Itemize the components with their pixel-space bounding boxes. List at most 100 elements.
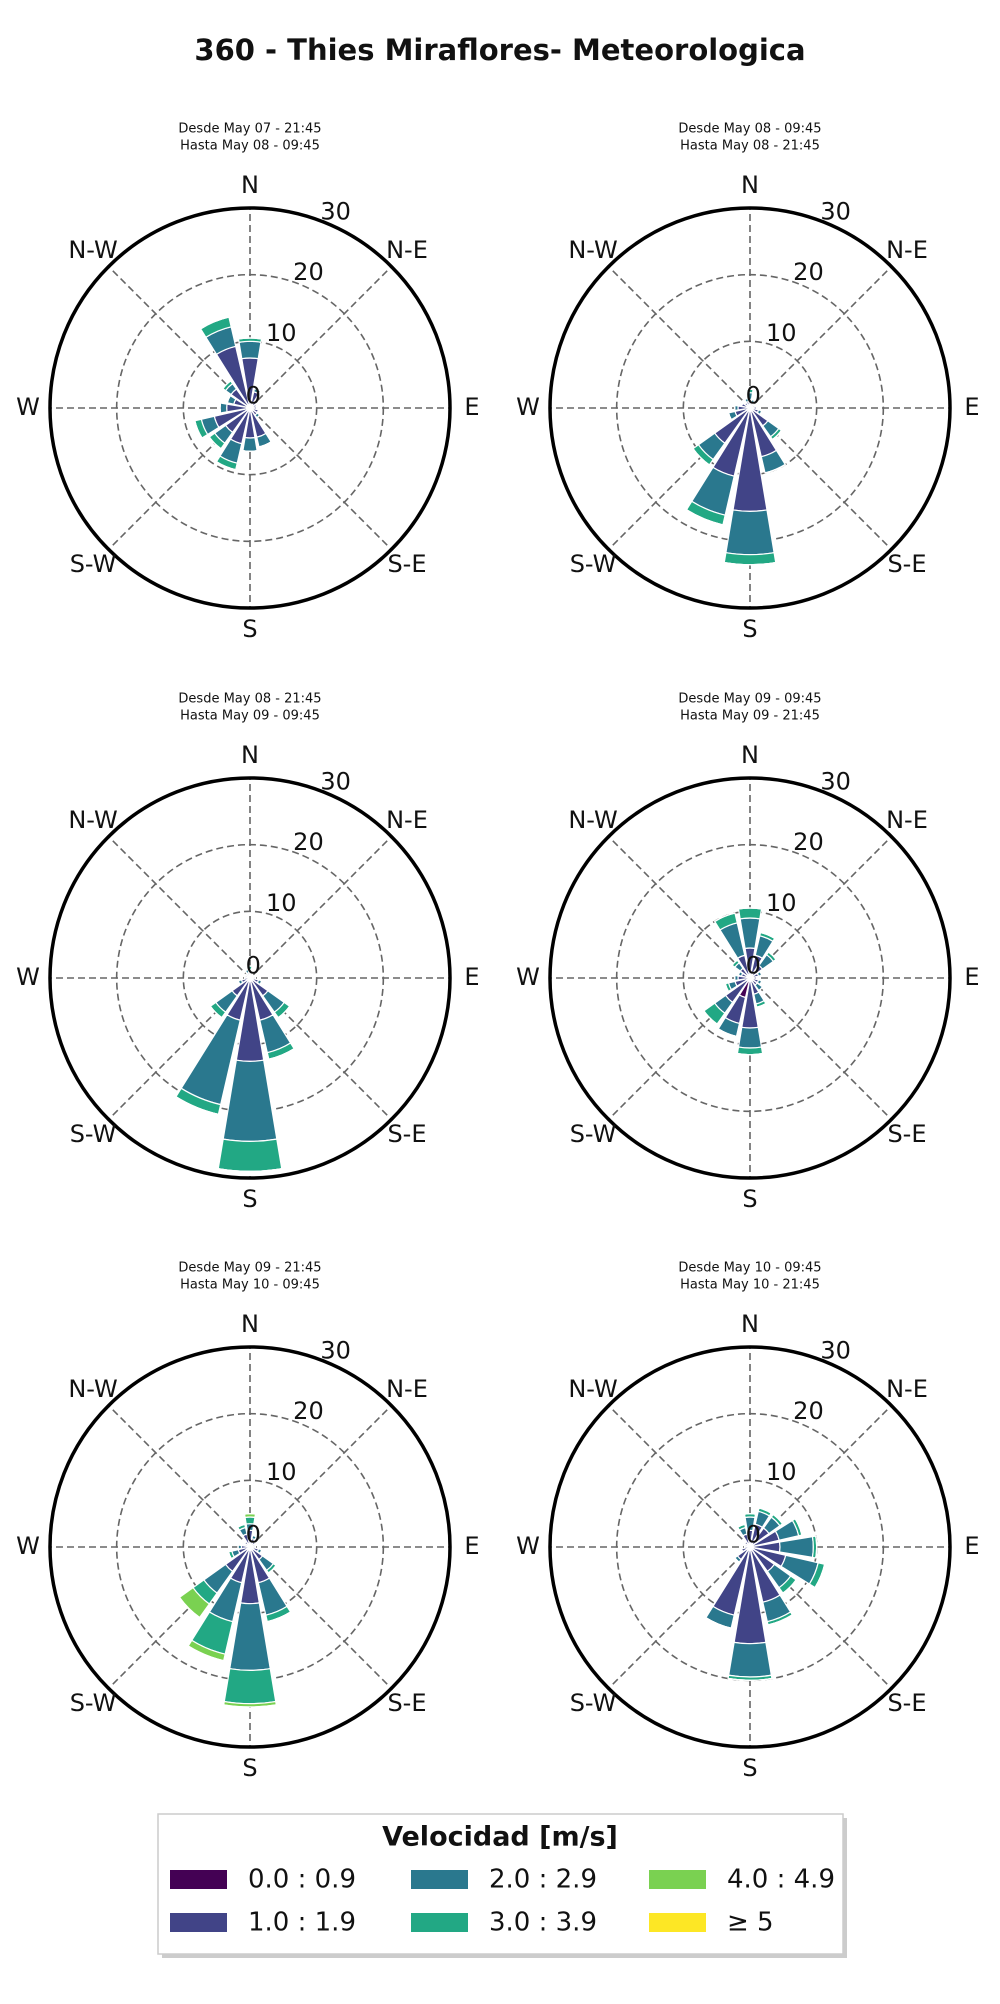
bar-segment [243,438,257,452]
bar-segment [239,341,261,358]
direction-label: E [964,963,979,991]
subtitle: Desde May 08 - 09:45 [678,122,821,137]
direction-label: N-E [886,1375,928,1403]
radial-tick-label: 30 [820,767,851,795]
bar-segment [724,553,775,565]
direction-label: S [742,615,757,643]
radial-tick-label: 10 [766,889,797,917]
subtitle: Desde May 08 - 21:45 [178,692,321,707]
legend-swatch [649,1870,706,1889]
legend-label: 3.0 : 3.9 [489,1908,597,1938]
direction-label: N [741,1310,759,1338]
direction-label: N-W [568,806,617,834]
direction-label: S-W [570,1689,617,1717]
bar-segment [224,1669,275,1704]
direction-grid-line [250,408,391,549]
bar-segment [737,1047,762,1055]
subtitle: Desde May 10 - 09:45 [678,1261,821,1276]
direction-label: S [242,1754,257,1782]
bar-segment [220,403,227,413]
direction-label: S-W [70,1120,117,1148]
radial-tick-label: 30 [820,197,851,225]
direction-label: N [241,171,259,199]
legend-swatch [411,1913,468,1932]
radial-tick-label: 30 [320,197,351,225]
bar-segment [243,451,257,452]
direction-label: N-E [386,806,428,834]
direction-label: S-E [887,1120,926,1148]
direction-label: N-W [568,1375,617,1403]
radial-tick-label: 0 [246,382,261,410]
radial-tick-label: 30 [820,1336,851,1364]
subtitle: Hasta May 09 - 21:45 [680,709,820,724]
legend-swatch [649,1913,706,1932]
legend-swatch [411,1870,468,1889]
radial-tick-label: 20 [293,828,324,856]
direction-grid-line [109,1406,250,1547]
bar-segment [729,1642,772,1677]
direction-label: S-E [887,550,926,578]
direction-label: N-W [68,806,117,834]
legend-label: 2.0 : 2.9 [489,1865,597,1895]
legend-swatch [170,1913,227,1932]
direction-label: N-W [68,1375,117,1403]
page-title: 360 - Thies Miraflores- Meteorologica [194,33,805,67]
radial-tick-label: 20 [793,828,824,856]
direction-label: S-W [70,1689,117,1717]
direction-label: S [742,1185,757,1213]
bar-segment [740,918,760,948]
direction-label: N-E [386,236,428,264]
direction-label: N [241,741,259,769]
direction-grid-line [109,837,250,978]
direction-grid-line [609,1406,750,1547]
windrose: Desde May 08 - 09:45 Hasta May 08 - 21:45… [516,122,979,644]
legend-label: 1.0 : 1.9 [248,1908,356,1938]
subtitle: Hasta May 10 - 09:45 [180,1278,320,1293]
subtitle: Desde May 07 - 21:45 [178,122,321,137]
radial-tick-label: 10 [266,319,297,347]
direction-label: N-E [886,806,928,834]
direction-label: S [242,1185,257,1213]
radial-tick-label: 0 [746,1521,761,1549]
radial-tick-label: 10 [766,319,797,347]
direction-label: W [16,963,40,991]
windrose: Desde May 09 - 09:45 Hasta May 09 - 21:45… [516,692,979,1214]
legend-swatch [170,1870,227,1889]
direction-label: N-W [68,236,117,264]
bar-segment [739,1027,762,1048]
radial-tick-label: 0 [746,952,761,980]
direction-grid-line [609,267,750,408]
subtitle: Desde May 09 - 09:45 [678,692,821,707]
direction-label: S-E [387,1120,426,1148]
direction-label: W [516,963,540,991]
radial-tick-label: 20 [293,258,324,286]
subtitle: Desde May 09 - 21:45 [178,1261,321,1276]
direction-label: E [464,1532,479,1560]
bar-segment [726,510,774,555]
radial-tick-label: 30 [320,1336,351,1364]
bar-segment [230,1603,270,1670]
direction-label: N [241,1310,259,1338]
direction-label: N [741,171,759,199]
subtitle: Hasta May 08 - 21:45 [680,139,820,154]
legend-label: ≥ 5 [727,1908,774,1938]
legend-label: 4.0 : 4.9 [727,1865,835,1895]
windrose: Desde May 09 - 21:45 Hasta May 10 - 09:45… [16,1261,479,1783]
direction-label: W [16,1532,40,1560]
radial-tick-label: 0 [246,1521,261,1549]
radial-tick-label: 10 [266,1458,297,1486]
bar-segment [218,1139,281,1171]
direction-label: S-W [570,550,617,578]
radial-tick-label: 20 [793,1397,824,1425]
radial-tick-label: 0 [746,382,761,410]
radial-tick-label: 30 [320,767,351,795]
bar-segment [223,1060,277,1141]
legend-label: 0.0 : 0.9 [248,1865,356,1895]
legend-title: Velocidad [m/s] [382,1822,618,1853]
direction-label: S-W [70,550,117,578]
radial-tick-label: 20 [793,258,824,286]
bar-segment [739,908,762,919]
